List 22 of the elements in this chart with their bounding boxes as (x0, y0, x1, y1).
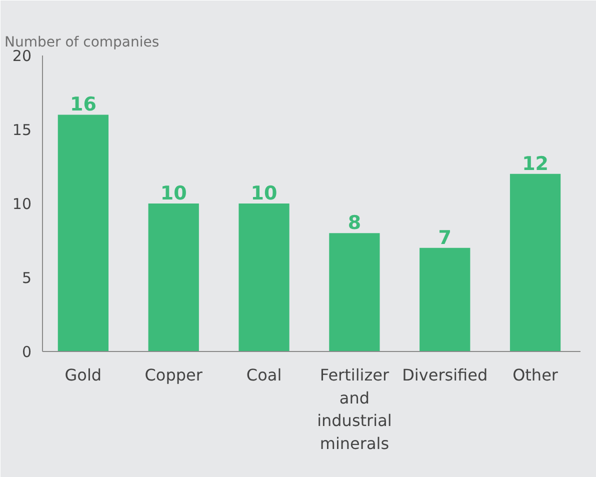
x-tick-label: Other (512, 366, 558, 384)
bar (238, 204, 290, 352)
bar (510, 174, 561, 352)
y-tick-label: 5 (22, 269, 32, 287)
bar (329, 233, 380, 352)
data-label: 10 (250, 182, 278, 204)
data-label: 16 (70, 94, 96, 116)
y-tick-label: 15 (12, 121, 32, 139)
y-tick-label: 10 (12, 195, 32, 213)
data-label: 10 (160, 182, 187, 204)
bar (420, 248, 470, 352)
x-tick-label: Copper (144, 366, 203, 384)
x-tick-label: Diversified (402, 366, 488, 384)
bar (148, 204, 199, 352)
y-tick-label: 0 (22, 343, 32, 361)
x-tick-label: Coal (246, 366, 282, 384)
bar (58, 114, 109, 352)
data-label: 8 (348, 212, 362, 234)
x-tick-label: Fertilizer and industrial minerals (317, 366, 392, 453)
data-label: 7 (438, 226, 452, 249)
data-label: 12 (522, 152, 549, 175)
x-tick-label: Gold (64, 366, 102, 384)
